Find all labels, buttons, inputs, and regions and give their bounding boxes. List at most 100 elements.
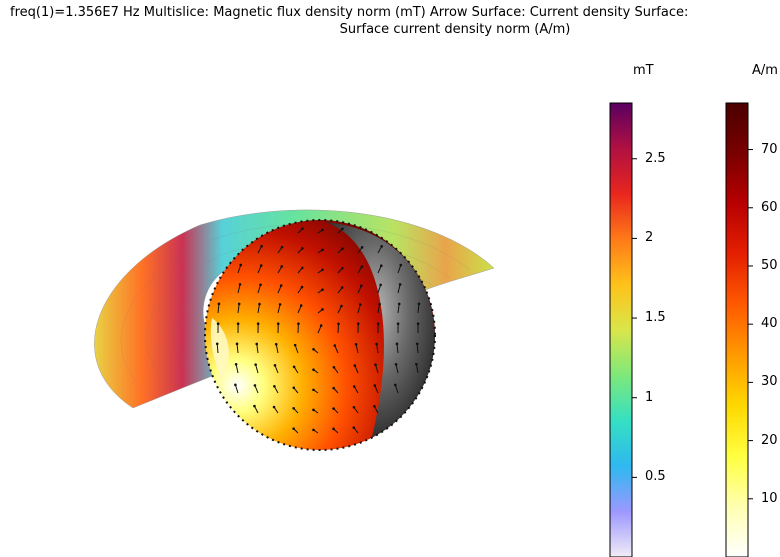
current-arrow xyxy=(397,284,401,294)
current-arrow-head xyxy=(416,322,420,326)
current-arrow-head xyxy=(341,227,344,231)
current-arrow xyxy=(354,365,359,374)
colorbar-current-tick-label: 20 xyxy=(761,432,778,448)
current-arrow-head xyxy=(396,322,400,326)
current-arrow-head xyxy=(235,342,239,346)
colorbar-flux-gradient xyxy=(609,102,633,557)
current-arrow-head xyxy=(279,284,283,287)
plot-title: freq(1)=1.356E7 Hz Multislice: Magnetic … xyxy=(0,4,780,38)
current-density-arrows xyxy=(215,227,421,434)
current-arrow-head xyxy=(340,304,343,308)
current-arrow-head xyxy=(256,322,260,326)
current-arrow xyxy=(294,344,299,354)
current-arrow-head xyxy=(321,248,324,252)
current-arrow xyxy=(375,364,379,374)
current-arrow-head xyxy=(340,286,344,289)
current-arrow-head xyxy=(352,385,356,388)
current-arrow-head xyxy=(292,406,295,410)
current-arrow-head xyxy=(239,263,243,267)
current-arrow-head xyxy=(332,407,335,410)
current-arrow xyxy=(377,304,381,314)
current-arrow-head xyxy=(259,264,263,267)
current-arrow-head xyxy=(352,426,356,430)
current-arrow xyxy=(237,284,241,294)
current-arrow-head xyxy=(273,385,276,388)
current-arrow-head xyxy=(395,342,399,346)
colorbar-current-unit: A/m xyxy=(752,63,778,78)
colorbar-flux-density xyxy=(609,102,637,557)
current-arrow-head xyxy=(312,348,315,351)
current-arrow-head xyxy=(237,302,241,306)
colorbar-current-density xyxy=(725,102,753,557)
current-arrow xyxy=(397,264,402,274)
current-arrow-head xyxy=(254,363,257,366)
colorbar-current-tick-label: 30 xyxy=(761,374,778,390)
current-arrow-head xyxy=(374,363,377,367)
current-arrow xyxy=(216,343,219,354)
current-arrow xyxy=(394,384,399,394)
current-arrow xyxy=(415,364,419,374)
current-arrow-head xyxy=(258,302,261,306)
current-arrow-head xyxy=(259,283,262,287)
current-arrow-head xyxy=(312,408,315,412)
current-arrow xyxy=(254,385,259,394)
colorbar-current-gradient xyxy=(725,102,749,557)
current-arrow-head xyxy=(415,342,419,346)
current-arrow xyxy=(317,325,322,334)
current-arrow-head xyxy=(292,427,295,430)
colorbar-flux-tick-label: 0.5 xyxy=(645,469,666,485)
current-arrow xyxy=(397,303,400,314)
current-arrow xyxy=(257,284,262,294)
current-arrow xyxy=(376,343,379,354)
current-arrow-head xyxy=(341,266,344,270)
current-arrow-head xyxy=(360,284,363,288)
current-arrow xyxy=(357,304,361,314)
current-arrow-head xyxy=(321,308,324,311)
current-arrow-head xyxy=(375,342,378,346)
current-arrow-head xyxy=(373,384,377,387)
colorbar-current-tick-label: 10 xyxy=(761,490,778,506)
current-arrow-head xyxy=(417,302,421,306)
current-arrow-head xyxy=(356,322,360,326)
current-arrow xyxy=(236,343,239,354)
current-arrow xyxy=(297,305,302,314)
colorbar-current-tick-label: 60 xyxy=(761,199,778,215)
current-arrow-head xyxy=(379,283,382,287)
current-arrow-head xyxy=(312,428,315,432)
current-arrow-head xyxy=(253,384,257,387)
current-arrow-head xyxy=(260,244,263,248)
current-arrow-head xyxy=(301,247,304,250)
current-arrow-head xyxy=(321,268,324,272)
current-arrow xyxy=(337,305,342,314)
current-arrow xyxy=(416,343,419,354)
current-arrow xyxy=(257,303,260,314)
sphere-dark-section xyxy=(325,222,435,445)
current-arrow xyxy=(237,303,240,314)
current-arrow-head xyxy=(397,302,401,306)
current-arrow-head xyxy=(273,364,277,367)
current-arrow-head xyxy=(217,302,221,306)
current-arrow xyxy=(255,364,259,374)
current-arrow-head xyxy=(354,343,358,346)
current-arrow xyxy=(256,343,259,354)
current-arrow-head xyxy=(394,383,397,387)
current-arrow xyxy=(235,364,239,374)
current-arrow-head xyxy=(215,342,219,346)
current-arrow-head xyxy=(321,228,324,232)
current-arrow-head xyxy=(337,322,340,326)
current-arrow xyxy=(377,284,382,294)
current-arrow-head xyxy=(373,404,376,408)
sphere[interactable] xyxy=(204,219,436,451)
current-arrow-head xyxy=(358,303,362,306)
plot-title-line-2: Surface current density norm (A/m) xyxy=(339,22,571,37)
current-arrow-head xyxy=(272,405,276,409)
current-arrow-head xyxy=(234,383,237,387)
current-arrow xyxy=(277,304,281,314)
current-arrow-head xyxy=(321,288,324,292)
current-arrow-head xyxy=(319,324,323,327)
current-arrow-head xyxy=(399,263,403,267)
current-arrow-head xyxy=(360,246,364,249)
current-arrow xyxy=(417,303,420,314)
current-arrow xyxy=(275,344,279,354)
